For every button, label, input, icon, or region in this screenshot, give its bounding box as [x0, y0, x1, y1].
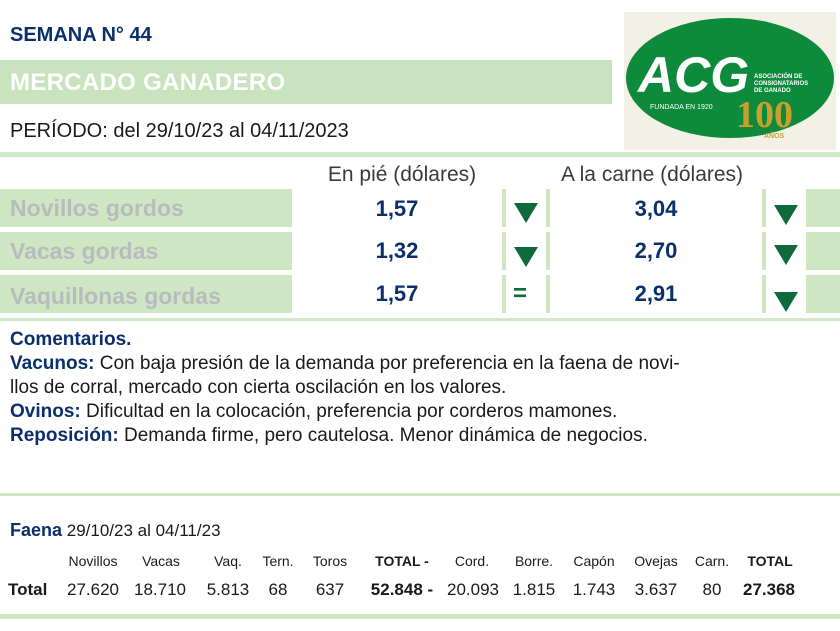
value-carne: 3,04: [634, 196, 678, 221]
logo-subtitle-3: DE GANADO: [754, 88, 791, 94]
faena-row-label: Total: [8, 580, 48, 599]
logo-anniversary: 100: [736, 94, 793, 136]
faena-title: Faena 29/10/23 al 04/11/23: [10, 520, 221, 540]
week-title: SEMANA N° 44: [10, 24, 152, 46]
market-band: [0, 60, 612, 104]
period-label: PERÍODO: del 29/10/23 al 04/11/2023: [10, 120, 349, 142]
faena-header: Vacas: [142, 553, 180, 569]
value-pie: 1,32: [375, 238, 419, 263]
comment-reposicion: Reposición: Demanda firme, pero cautelos…: [10, 425, 648, 446]
trend-equal-icon: =: [513, 280, 528, 307]
row-label: Vacas gordas: [10, 238, 159, 264]
faena-value: 1.815: [512, 580, 556, 599]
faena-value: 1.743: [572, 580, 616, 599]
market-title: MERCADO GANADERO: [10, 69, 286, 96]
comment-ovinos: Ovinos: Dificultad en la colocación, pre…: [10, 401, 618, 422]
faena-value: 80: [702, 580, 722, 599]
faena-value: 27.368: [743, 580, 795, 599]
faena-value: 68: [268, 580, 288, 599]
divider: [0, 318, 840, 321]
trend-down-icon: [774, 292, 798, 312]
faena-value: 5.813: [206, 580, 250, 599]
comment-vacunos: Vacunos: Con baja presión de la demanda …: [10, 353, 680, 374]
logo-founded: FUNDADA EN 1920: [650, 104, 713, 111]
trend-down-icon: [514, 247, 538, 267]
divider: [0, 152, 840, 157]
logo-name: ACG: [636, 47, 749, 103]
faena-value: 52.848 -: [370, 580, 434, 599]
trend-down-icon: [774, 245, 798, 265]
comment-vacunos-cont: llos de corral, mercado con cierta oscil…: [10, 377, 507, 398]
faena-value: 18.710: [134, 580, 186, 599]
comments-title: Comentarios.: [10, 329, 132, 350]
row-label: Vaquillonas gordas: [10, 283, 221, 309]
value-pie: 1,57: [375, 281, 419, 306]
row-label: Novillos gordos: [10, 195, 184, 221]
value-carne: 2,70: [634, 238, 678, 263]
trend-down-icon: [514, 203, 538, 223]
faena-header: Borre.: [514, 553, 554, 569]
faena-header: Tern.: [262, 553, 294, 569]
value-carne: 2,91: [634, 281, 678, 306]
faena-header: TOTAL: [747, 553, 793, 569]
divider: [0, 493, 840, 496]
acg-logo: ACG ASOCIACIÓN DE CONSIGNATARIOS DE GANA…: [624, 12, 836, 150]
faena-header: Novillos: [68, 553, 118, 569]
divider: [0, 614, 840, 619]
logo-subtitle-2: CONSIGNATARIOS: [754, 81, 808, 87]
faena-value: 3.637: [634, 580, 678, 599]
col-header-pie: En pié (dólares): [327, 163, 477, 186]
faena-value: 27.620: [67, 580, 119, 599]
faena-value: 20.093: [447, 580, 499, 599]
faena-header: TOTAL -: [375, 553, 429, 569]
value-pie: 1,57: [375, 196, 419, 221]
col-header-carne: A la carne (dólares): [560, 163, 744, 186]
faena-header: Carn.: [694, 553, 730, 569]
trend-down-icon: [774, 205, 798, 225]
logo-subtitle-1: ASOCIACIÓN DE: [754, 72, 802, 80]
faena-header: Ovejas: [634, 553, 678, 569]
faena-header: Toros: [312, 553, 348, 569]
logo-anniversary-sub: AÑOS: [764, 131, 785, 140]
faena-header: Capón: [573, 553, 615, 569]
faena-header: Vaq.: [214, 553, 242, 569]
faena-value: 637: [315, 580, 345, 599]
faena-header: Cord.: [454, 553, 490, 569]
